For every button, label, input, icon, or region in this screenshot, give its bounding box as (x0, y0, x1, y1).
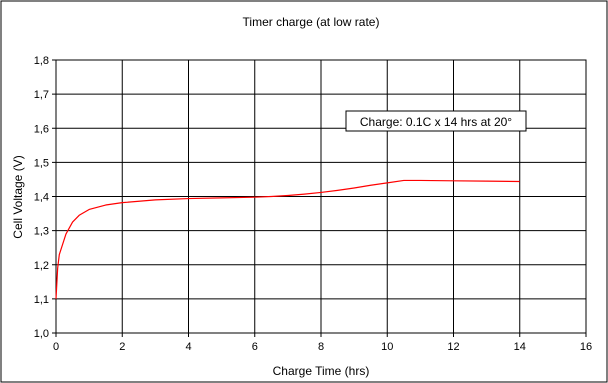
y-tick-label: 1,0 (34, 328, 49, 340)
y-tick-label: 1,1 (34, 294, 49, 306)
x-axis-title: Charge Time (hrs) (273, 364, 370, 378)
y-tick-label: 1,6 (34, 123, 49, 135)
plot-border (55, 59, 587, 334)
x-tick-label: 2 (119, 341, 125, 353)
y-axis-title: Cell Voltage (V) (11, 155, 25, 238)
x-tick-label: 0 (53, 341, 59, 353)
chart-title: Timer charge (at low rate) (243, 15, 380, 29)
annotation-text: Charge: 0.1C x 14 hrs at 20° (360, 115, 512, 129)
x-tick-label: 14 (514, 341, 526, 353)
x-tick-label: 10 (381, 341, 393, 353)
x-tick-label: 16 (580, 341, 592, 353)
x-tick-label: 6 (252, 341, 258, 353)
x-tick-label: 12 (447, 341, 459, 353)
annotation-box: Charge: 0.1C x 14 hrs at 20° (345, 110, 527, 132)
y-tick-label: 1,8 (34, 55, 49, 67)
x-tick-label: 4 (185, 341, 191, 353)
series-line-0 (55, 179, 520, 299)
y-tick-label: 1,4 (34, 192, 49, 204)
x-tick-label: 8 (318, 341, 324, 353)
y-tick-label: 1,7 (34, 89, 49, 101)
y-tick-label: 1,3 (34, 226, 49, 238)
plot-area: 1,0 1,1 1,2 1,3 1,4 1,5 1,6 1,7 1,8 0 2 4 6 8 10 12 14 16 (34, 55, 592, 353)
y-tick-label: 1,5 (34, 157, 49, 169)
y-tick-label: 1,2 (34, 260, 49, 272)
